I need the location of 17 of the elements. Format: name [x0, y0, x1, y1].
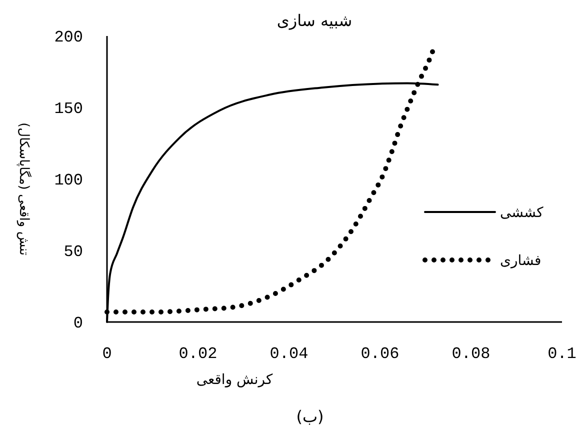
x-tick-label: 0: [102, 345, 112, 363]
legend-label: فشاری: [500, 252, 542, 269]
legend-label: کششی: [500, 204, 544, 221]
chart-title: شبیه سازی: [276, 11, 352, 30]
x-axis-title: کرنش واقعی: [196, 372, 274, 388]
x-tick-label: 0.02: [178, 345, 218, 363]
y-tick-label: 100: [54, 172, 83, 190]
y-tick-label: 150: [54, 100, 83, 118]
x-tick-label: 0.04: [270, 345, 308, 363]
y-tick-label: 0: [73, 314, 83, 333]
y-axis-title: تنش واقعی (مگاپاسکال): [16, 122, 32, 256]
y-tick-label: 50: [64, 243, 83, 262]
x-tick-label: 0.06: [360, 345, 400, 363]
text: (ب): [296, 407, 324, 426]
x-tick-label: 0.08: [452, 345, 490, 363]
y-tick-label: 200: [54, 28, 83, 47]
x-tick-label: 0.1: [548, 345, 576, 363]
